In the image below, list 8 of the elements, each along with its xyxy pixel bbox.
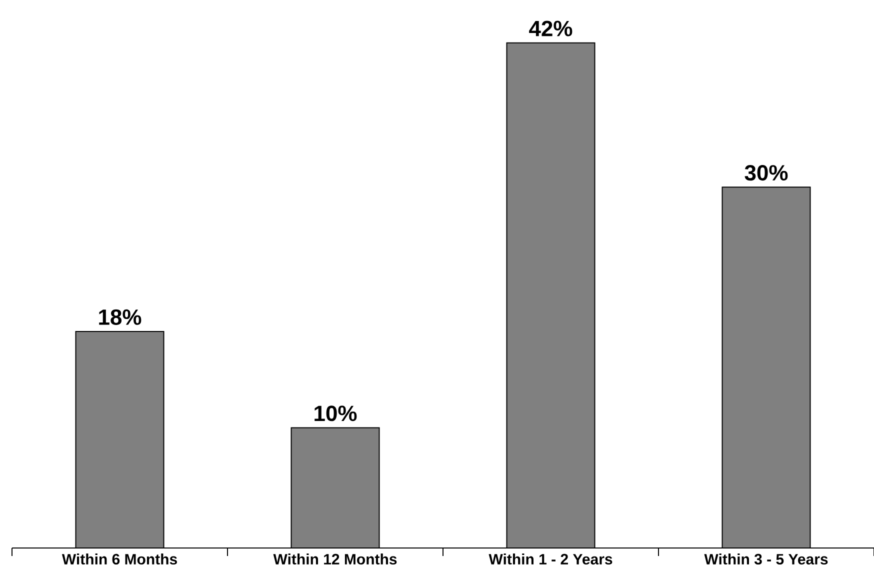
- x-tick-label: Within 6 Months: [62, 554, 177, 565]
- data-label: 30%: [744, 165, 788, 181]
- x-tick-label: Within 1 - 2 Years: [488, 554, 612, 565]
- data-label: 42%: [529, 20, 572, 36]
- data-label: 10%: [314, 406, 357, 422]
- data-label: 18%: [99, 309, 142, 325]
- x-tick-label: Within 3 - 5 Years: [704, 554, 828, 565]
- x-tick-label: Within 12 Months: [273, 554, 397, 565]
